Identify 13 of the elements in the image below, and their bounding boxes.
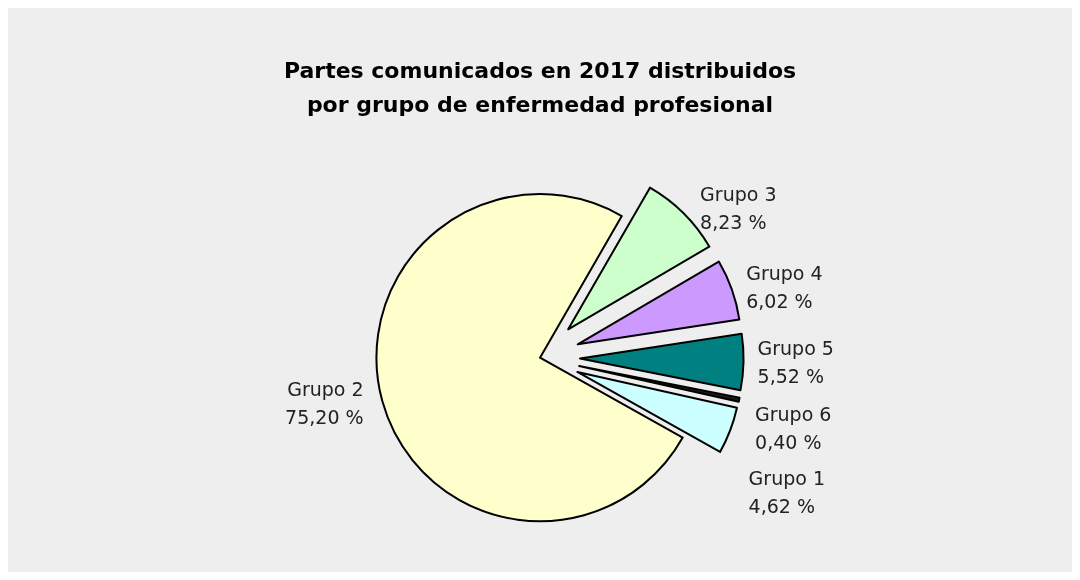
slice-label: Grupo 2 — [287, 378, 364, 401]
data-label: 4,62 % — [748, 494, 815, 517]
slice-label: Grupo 6 — [755, 402, 832, 425]
slice-label: Grupo 5 — [757, 337, 834, 360]
data-label: 8,23 % — [700, 210, 767, 233]
slice-label: Grupo 1 — [748, 466, 825, 489]
chart-title: Partes comunicados en 2017 distribuidos por grupo de enfermedad profesional — [283, 57, 797, 117]
slice-label: Grupo 3 — [700, 182, 777, 205]
data-label: 0,40 % — [755, 430, 822, 453]
data-label: 75,20 % — [285, 406, 364, 429]
slice-label: Grupo 4 — [746, 261, 823, 284]
data-label: 6,02 % — [746, 289, 813, 312]
data-label: 5,52 % — [757, 365, 824, 388]
